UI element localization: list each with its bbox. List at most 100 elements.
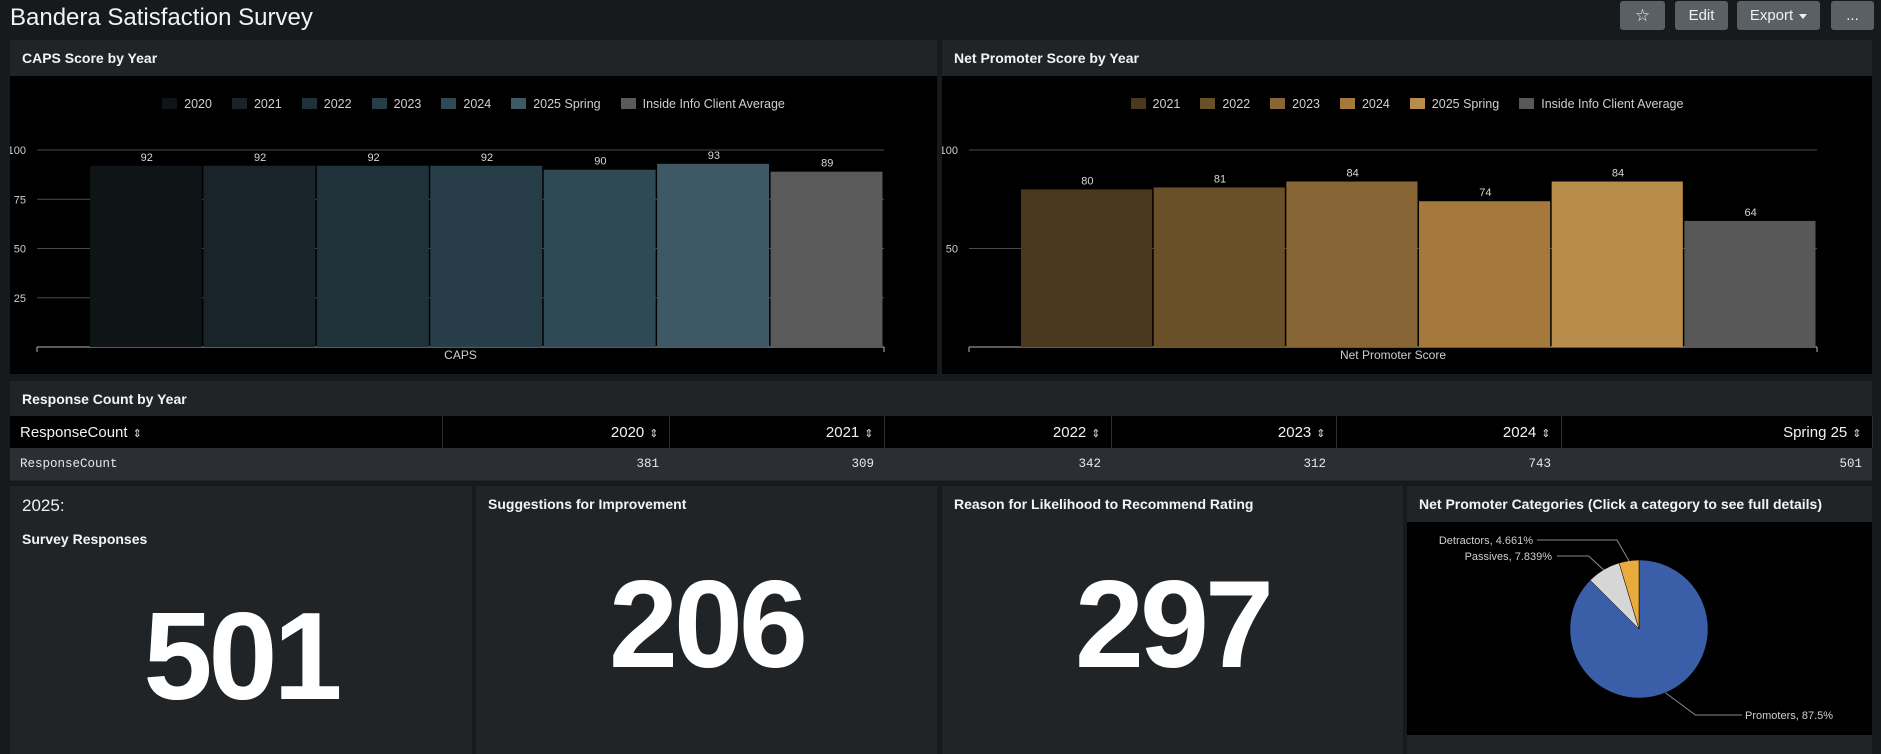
bar[interactable] xyxy=(1021,189,1153,347)
legend-label: 2024 xyxy=(463,97,492,111)
favorite-button[interactable]: ☆ xyxy=(1620,1,1665,30)
table-body: ResponseCount 381 309 342 312 743 501 xyxy=(10,448,1872,480)
categories-chart-area: Promoters, 87.5% Passives, 7.839% Detracto… xyxy=(1407,522,1872,735)
caps-chart-area: 2020 2021 2022 2023 2024 2025 Spring Inside In… xyxy=(10,76,937,374)
legend-swatch xyxy=(1519,98,1535,109)
data-label: 74 xyxy=(1479,187,1491,199)
legend-swatch xyxy=(301,98,317,109)
bar[interactable] xyxy=(1153,187,1285,347)
legend-item[interactable]: 2023 xyxy=(1270,97,1320,111)
export-button[interactable]: Export xyxy=(1737,1,1820,30)
bar[interactable] xyxy=(1286,181,1418,347)
bar[interactable] xyxy=(770,171,883,347)
data-label: 92 xyxy=(141,152,153,164)
panel-title: Survey Responses xyxy=(22,531,148,547)
more-actions-button[interactable]: ... xyxy=(1831,1,1874,30)
x-axis-label: Net Promoter Score xyxy=(1340,348,1446,362)
column-header[interactable]: 2020 ⇕ xyxy=(442,416,670,448)
legend-label: 2025 Spring xyxy=(1431,97,1500,111)
categories-pie-chart[interactable]: Promoters, 87.5% Passives, 7.839% Detracto… xyxy=(1407,522,1872,735)
caps-legend: 2020 2021 2022 2023 2024 2025 Spring Inside In… xyxy=(10,97,937,111)
chevron-down-icon xyxy=(1799,13,1808,19)
legend-item[interactable]: 2022 xyxy=(301,97,352,111)
legend-label: 2023 xyxy=(1292,97,1320,111)
bar[interactable] xyxy=(1684,220,1816,347)
suggestions-panel: Suggestions for Improvement 206 xyxy=(476,486,937,754)
legend-item[interactable]: 2020 xyxy=(162,97,212,111)
legend-item[interactable]: 2024 xyxy=(441,97,491,111)
legend-item[interactable]: Inside Info Client Average xyxy=(1519,97,1683,111)
y-tick-label: 100 xyxy=(942,145,958,157)
edit-button[interactable]: Edit xyxy=(1675,1,1728,30)
bar[interactable] xyxy=(657,163,770,347)
bar[interactable] xyxy=(543,169,656,347)
legend-label: 2022 xyxy=(323,97,352,111)
table-cell: 743 xyxy=(1336,448,1561,480)
legend-item[interactable]: 2021 xyxy=(231,97,282,111)
nps-legend: 2021 2022 2023 2024 2025 Spring Inside Info C… xyxy=(942,97,1872,111)
legend-swatch xyxy=(1200,98,1216,109)
data-label: 92 xyxy=(367,152,379,164)
year-label: 2025: xyxy=(22,496,65,515)
panel-title: Reason for Likelihood to Recommend Ratin… xyxy=(954,496,1254,512)
column-header-label: ResponseCount xyxy=(20,423,128,441)
legend-swatch xyxy=(511,98,527,109)
panel-title: Response Count by Year xyxy=(22,391,187,407)
legend-item[interactable]: 2025 Spring xyxy=(1409,97,1500,111)
page-title: Bandera Satisfaction Survey xyxy=(10,4,313,31)
sort-icon[interactable]: ⇕ xyxy=(649,427,659,440)
column-header-label: 2021 xyxy=(825,423,860,441)
column-header-label: 2023 xyxy=(1277,423,1312,441)
star-icon: ☆ xyxy=(1634,6,1651,25)
survey-responses-value: 501 xyxy=(143,588,343,726)
column-header[interactable]: 2024 ⇕ xyxy=(1336,416,1562,448)
caps-bar-chart: 25 50 75 100 92 92 92 92 90 93 89 CAPS xyxy=(10,145,885,362)
y-tick-label: 100 xyxy=(10,145,26,157)
net-promoter-categories-panel: Net Promoter Categories (Click a categor… xyxy=(1407,486,1872,754)
leader-line xyxy=(1665,692,1742,716)
sort-icon[interactable]: ⇕ xyxy=(1091,427,1101,440)
y-tick-label: 75 xyxy=(14,194,26,206)
legend-item[interactable]: 2025 Spring xyxy=(511,97,601,111)
pie-label: Passives, 7.839% xyxy=(1465,551,1553,563)
column-header[interactable]: Spring 25 ⇕ xyxy=(1561,416,1873,448)
y-tick-label: 25 xyxy=(14,293,26,305)
data-label: 92 xyxy=(481,152,493,164)
sort-icon[interactable]: ⇕ xyxy=(1852,427,1862,440)
column-header[interactable]: ResponseCount ⇕ xyxy=(10,416,443,448)
data-label: 81 xyxy=(1214,173,1226,185)
sort-icon[interactable]: ⇕ xyxy=(1316,427,1326,440)
pie-slice[interactable] xyxy=(1569,559,1709,699)
leader-line xyxy=(1557,555,1604,571)
nps-chart-area: 2021 2022 2023 2024 2025 Spring Inside Info C… xyxy=(942,76,1872,374)
legend-item[interactable]: 2024 xyxy=(1339,97,1390,111)
panel-title: Net Promoter Categories (Click a categor… xyxy=(1419,496,1823,512)
y-tick-label: 50 xyxy=(14,244,26,256)
legend-swatch xyxy=(231,98,247,109)
y-tick-label: 50 xyxy=(946,244,958,256)
legend-item[interactable]: 2021 xyxy=(1130,97,1180,111)
bar[interactable] xyxy=(90,165,202,347)
data-label: 84 xyxy=(1612,168,1624,180)
bar[interactable] xyxy=(203,165,316,347)
legend-item[interactable]: Inside Info Client Average xyxy=(620,97,785,111)
bar[interactable] xyxy=(316,165,429,347)
data-label: 89 xyxy=(821,158,833,170)
legend-swatch xyxy=(1270,98,1286,109)
column-header-label: 2020 xyxy=(610,423,645,441)
legend-item[interactable]: 2022 xyxy=(1200,97,1250,111)
legend-swatch xyxy=(1130,98,1146,109)
sort-icon[interactable]: ⇕ xyxy=(864,427,874,440)
bar[interactable] xyxy=(430,165,543,347)
dashboard-header: Bandera Satisfaction Survey ☆ Edit Expor… xyxy=(0,0,1881,38)
sort-icon[interactable]: ⇕ xyxy=(132,427,142,440)
column-header[interactable]: 2023 ⇕ xyxy=(1111,416,1337,448)
column-header[interactable]: 2021 ⇕ xyxy=(669,416,885,448)
table-row[interactable]: ResponseCount 381 309 342 312 743 501 xyxy=(10,448,1872,480)
legend-swatch xyxy=(162,98,178,109)
bar[interactable] xyxy=(1551,181,1683,347)
sort-icon[interactable]: ⇕ xyxy=(1541,427,1551,440)
bar[interactable] xyxy=(1419,201,1551,347)
legend-item[interactable]: 2023 xyxy=(371,97,421,111)
column-header[interactable]: 2022 ⇕ xyxy=(884,416,1112,448)
